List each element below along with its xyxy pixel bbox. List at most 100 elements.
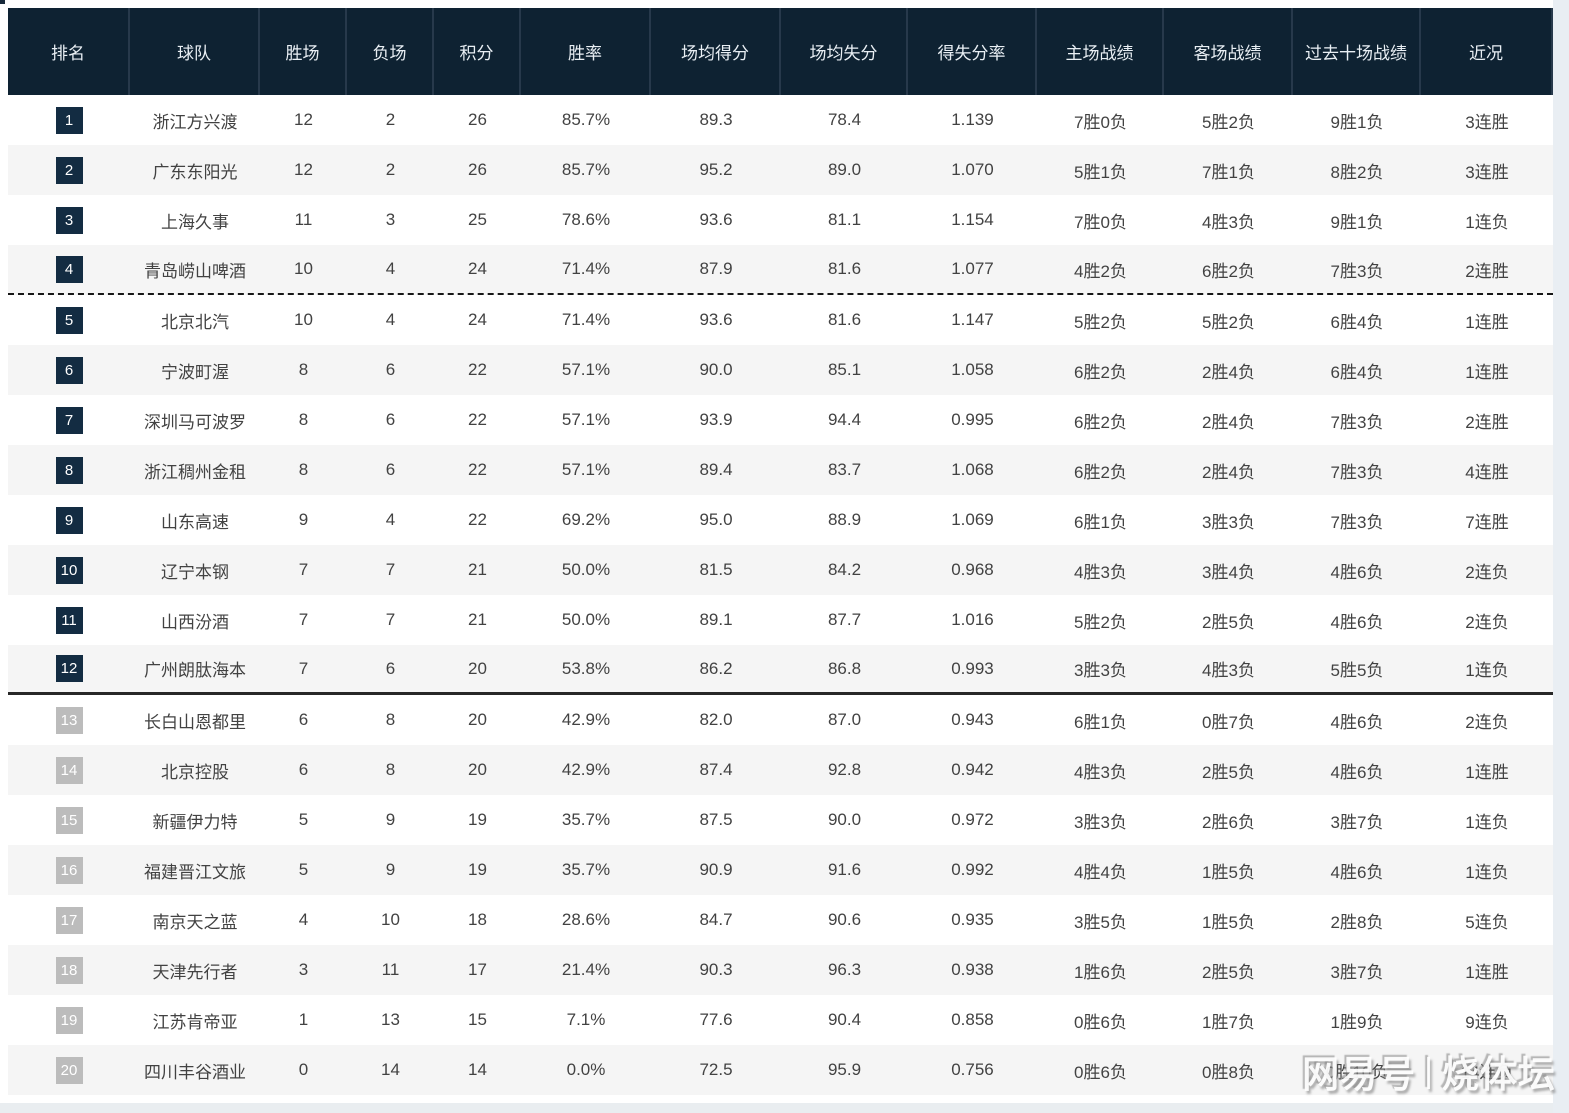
cell-losses: 6 [385,410,396,429]
rank-badge: 14 [55,756,83,784]
cell-avg_points_for: 90.0 [699,360,733,379]
cell-points: 22 [468,410,487,429]
cell-recent_form: 2连胜 [1465,261,1509,281]
cell-points_ratio: 1.058 [951,360,994,379]
cell-home_record: 4胜2负 [1074,261,1127,281]
header-cell-losses: 负场 [347,8,434,95]
cell-recent_form: 4连胜 [1465,462,1509,482]
cell-win_rate: 28.6% [561,910,611,929]
cell-points_ratio: 0.992 [951,860,994,879]
cell-wins: 12 [294,160,313,179]
cell-team: 浙江稠州金租 [144,462,246,482]
rank-badge: 12 [55,655,83,682]
table-row: 11 山西汾酒 7 7 21 50.0% 89.1 87.7 1.016 5胜2负 2胜5负 4胜6负… [8,595,1553,645]
cell-win_rate: 42.9% [561,710,611,729]
cell-avg_points_for: 89.3 [699,110,733,129]
rank-badge: 19 [55,1006,83,1034]
cell-recent_form: 1连胜 [1465,762,1509,782]
header-cell-avg_points_for: 场均得分 [651,8,781,95]
table-row: 12 广州朗肽海本 7 6 20 53.8% 86.2 86.8 0.993 3胜3负 4胜3负 5胜… [8,645,1553,695]
cell-wins: 7 [298,560,309,579]
standings-table: 排名 球队 胜场 负场 积分 胜率 场均得分 场均失分 得失分率 主场战绩 客场战绩 过去十场战绩 近况… [8,8,1553,1095]
cell-win_rate: 7.1% [566,1010,606,1029]
cell-last_ten_record: 4胜6负 [1330,712,1384,732]
cell-recent_form: 1连负 [1465,212,1509,232]
cell-wins: 10 [294,259,313,278]
cell-home_record: 6胜2负 [1074,462,1127,482]
cell-points: 21 [468,610,487,629]
cell-points_ratio: 0.993 [951,658,994,678]
table-row: 16 福建晋江文旅 5 9 19 35.7% 90.9 91.6 0.992 4胜4负 1胜5负 4胜… [8,845,1553,895]
cell-avg_points_for: 87.4 [699,760,733,779]
table-row: 7 深圳马可波罗 8 6 22 57.1% 93.9 94.4 0.995 6胜2负 2胜4负 7胜3… [8,395,1553,445]
cell-points: 21 [468,560,487,579]
cell-win_rate: 57.1% [561,360,611,379]
cell-rank: 8 [8,456,130,484]
cell-home_record: 6胜2负 [1074,362,1127,382]
cell-away_record: 5胜2负 [1202,312,1255,332]
table-row: 4 青岛崂山啤酒 10 4 24 71.4% 87.9 81.6 1.077 4胜2负 6胜2负 7胜… [8,245,1553,295]
cell-rank: 4 [8,255,130,283]
cell-home_record: 7胜0负 [1074,212,1127,232]
cell-avg_points_for: 81.5 [699,560,733,579]
page-background-gutter [1553,0,1569,1113]
cell-avg_points_for: 86.2 [699,658,733,678]
cell-avg_points_for: 95.0 [699,510,733,529]
cell-win_rate: 35.7% [561,860,611,879]
cell-team: 福建晋江文旅 [144,862,246,882]
cell-points_ratio: 1.154 [951,210,994,229]
cell-losses: 11 [381,960,400,979]
cell-away_record: 0胜8负 [1202,1062,1255,1082]
cell-losses: 6 [385,360,396,379]
cell-wins: 6 [298,710,309,729]
rank-badge: 15 [55,806,83,834]
cell-points_ratio: 1.070 [951,160,994,179]
watermark: 网易号 | 烧体坛 [1302,1044,1555,1098]
cell-avg_points_against: 95.9 [827,1060,862,1079]
cell-wins: 5 [298,810,309,829]
cell-avg_points_against: 83.7 [827,460,862,479]
cell-points: 14 [468,1060,487,1079]
cell-away_record: 4胜3负 [1202,661,1255,680]
cell-team: 四川丰谷酒业 [144,1062,246,1082]
cell-home_record: 0胜6负 [1074,1012,1127,1032]
cell-wins: 1 [298,1010,309,1029]
cell-losses: 14 [381,1060,400,1079]
cell-points_ratio: 0.972 [951,810,994,829]
cell-points: 22 [468,510,487,529]
cell-losses: 4 [385,510,396,529]
cell-points: 19 [468,810,487,829]
cell-rank: 19 [8,1006,130,1034]
cell-home_record: 4胜3负 [1074,762,1127,782]
cell-away_record: 3胜4负 [1202,562,1255,582]
corner-artifact [0,0,5,4]
rank-badge: 18 [55,956,83,984]
cell-points: 20 [468,760,487,779]
cell-recent_form: 7连胜 [1465,512,1509,532]
cell-points_ratio: 1.147 [951,310,994,329]
cell-avg_points_against: 96.3 [827,960,862,979]
header-cell-team: 球队 [130,8,260,95]
rank-badge: 7 [55,406,83,434]
cell-losses: 8 [385,710,396,729]
cell-team: 南京天之蓝 [152,912,238,932]
cell-away_record: 6胜2负 [1202,261,1255,281]
cell-win_rate: 71.4% [561,259,611,278]
cell-points_ratio: 1.016 [951,610,994,629]
cell-win_rate: 57.1% [561,460,611,479]
cell-avg_points_against: 94.4 [827,410,862,429]
cell-win_rate: 78.6% [561,210,611,229]
cell-team: 浙江方兴渡 [152,112,238,132]
header-cell-avg_points_against: 场均失分 [781,8,908,95]
cell-recent_form: 2连负 [1465,612,1509,632]
cell-recent_form: 9连负 [1465,1012,1509,1032]
cell-avg_points_against: 81.6 [827,259,862,278]
cell-win_rate: 35.7% [561,810,611,829]
cell-team: 山西汾酒 [161,612,229,632]
cell-home_record: 4胜3负 [1074,562,1127,582]
cell-away_record: 7胜1负 [1202,162,1255,182]
cell-last_ten_record: 7胜3负 [1330,412,1384,432]
cell-avg_points_for: 93.6 [699,210,733,229]
cell-avg_points_for: 77.6 [699,1010,733,1029]
